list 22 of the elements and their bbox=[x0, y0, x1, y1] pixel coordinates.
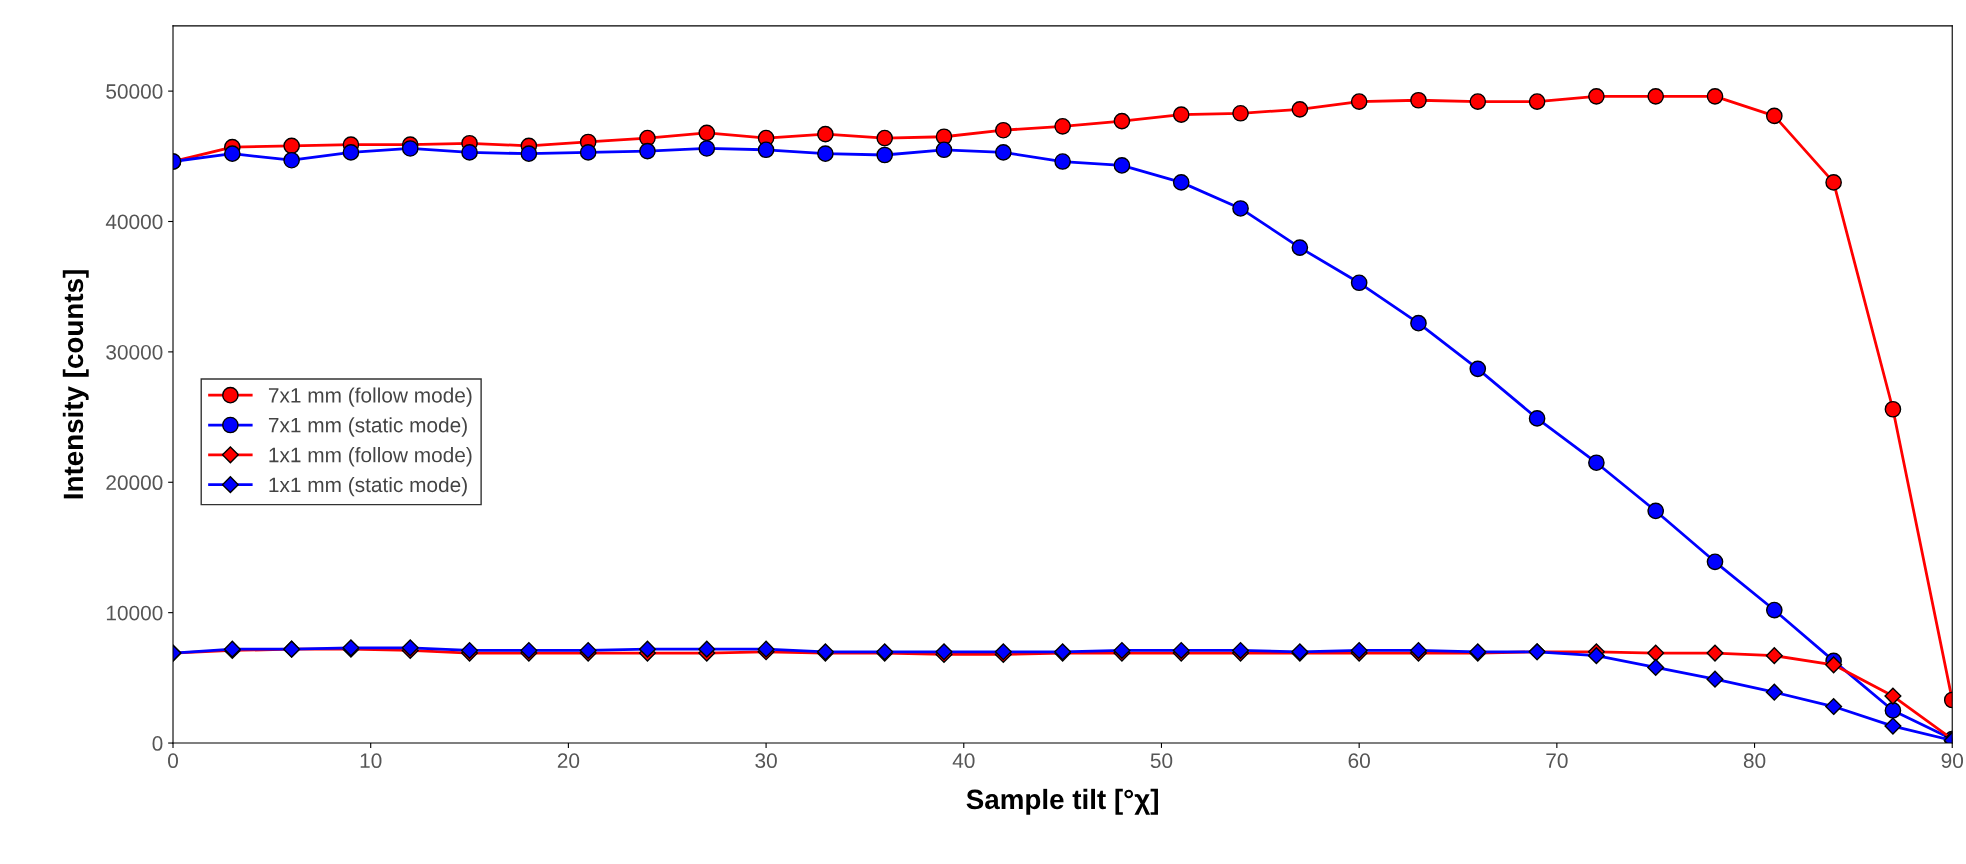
x-tick-label: 10 bbox=[360, 753, 382, 769]
legend-label: 7x1 mm (static mode) bbox=[268, 417, 467, 437]
x-axis-title: Sample tilt [°χ] bbox=[966, 788, 1158, 815]
legend-label: 1x1 mm (static mode) bbox=[269, 476, 467, 497]
x-tick-label: 0 bbox=[168, 753, 178, 769]
y-tick-label: 0 bbox=[152, 736, 163, 751]
x-tick-label: 30 bbox=[755, 753, 777, 769]
y-tick-label: 40000 bbox=[105, 214, 163, 230]
x-tick-label: 90 bbox=[1941, 753, 1964, 769]
x-tick-label: 40 bbox=[952, 753, 975, 769]
x-tick-label: 80 bbox=[1743, 753, 1766, 769]
x-tick-label: 60 bbox=[1348, 753, 1370, 769]
y-tick-label: 20000 bbox=[106, 475, 163, 491]
legend-label: 1x1 mm (follow mode) bbox=[269, 447, 472, 467]
x-tick-label: 20 bbox=[557, 753, 580, 769]
legend-label: 7x1 mm (follow mode) bbox=[268, 387, 472, 407]
x-tick-label: 50 bbox=[1150, 753, 1173, 769]
y-tick-label: 10000 bbox=[106, 605, 163, 621]
y-axis-title: Intensity [counts] bbox=[62, 270, 89, 499]
y-tick-label: 30000 bbox=[106, 344, 163, 360]
y-tick-label: 50000 bbox=[106, 84, 163, 99]
x-tick-label: 70 bbox=[1546, 753, 1568, 769]
